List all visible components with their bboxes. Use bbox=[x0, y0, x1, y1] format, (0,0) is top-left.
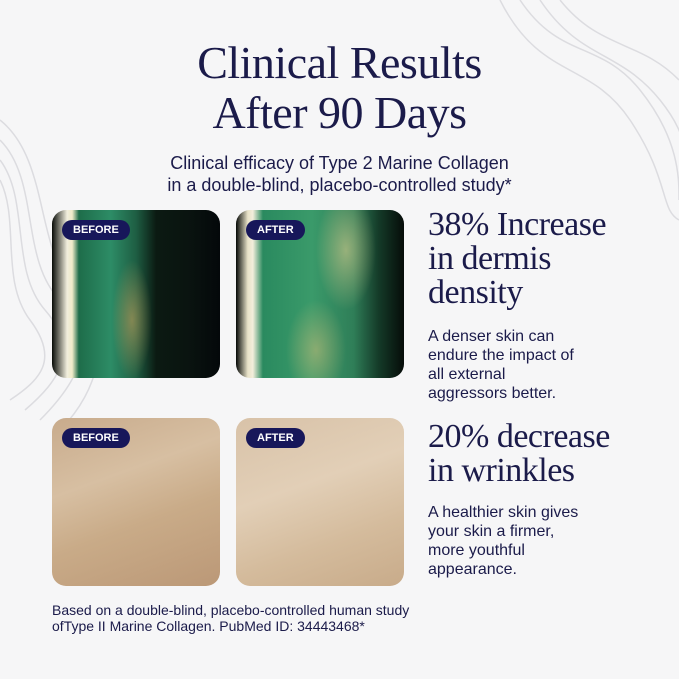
before-badge: BEFORE bbox=[62, 220, 130, 240]
footnote: Based on a double-blind, placebo-control… bbox=[52, 602, 409, 634]
after-badge: AFTER bbox=[246, 220, 305, 240]
description-line: A denser skin can bbox=[428, 328, 555, 345]
headline-line: density bbox=[428, 274, 523, 311]
footnote-line: ofType II Marine Collagen. PubMed ID: 34… bbox=[52, 618, 365, 634]
result-description-dermis: A denser skin can endure the impact of a… bbox=[428, 327, 574, 403]
before-badge: BEFORE bbox=[62, 428, 130, 448]
title-line: Clinical Results bbox=[197, 37, 482, 88]
footnote-line: Based on a double-blind, placebo-control… bbox=[52, 602, 410, 618]
wrinkles-before-image: BEFORE bbox=[52, 418, 220, 586]
subtitle-line: Clinical efficacy of Type 2 Marine Colla… bbox=[170, 153, 509, 173]
description-line: aggressors better. bbox=[428, 385, 557, 402]
subtitle: Clinical efficacy of Type 2 Marine Colla… bbox=[0, 152, 679, 196]
description-line: appearance. bbox=[428, 561, 517, 578]
headline-line: in dermis bbox=[428, 240, 551, 277]
result-headline-wrinkles: 20% decrease in wrinkles bbox=[428, 420, 610, 488]
subtitle-line: in a double-blind, placebo-controlled st… bbox=[167, 175, 512, 195]
description-line: A healthier skin gives bbox=[428, 504, 579, 521]
dermis-before-image: BEFORE bbox=[52, 210, 220, 378]
wrinkles-after-image: AFTER bbox=[236, 418, 404, 586]
dermis-after-image: AFTER bbox=[236, 210, 404, 378]
description-line: your skin a firmer, bbox=[428, 523, 555, 540]
after-badge: AFTER bbox=[246, 428, 305, 448]
headline-line: 20% decrease bbox=[428, 418, 610, 455]
description-line: endure the impact of bbox=[428, 347, 574, 364]
result-headline-dermis: 38% Increase in dermis density bbox=[428, 206, 607, 311]
description-line: more youthful bbox=[428, 542, 525, 559]
headline-line: in wrinkles bbox=[428, 452, 575, 489]
headline-line: 38% Increase bbox=[428, 206, 607, 243]
description-line: all external bbox=[428, 366, 506, 383]
result-description-wrinkles: A healthier skin gives your skin a firme… bbox=[428, 503, 578, 579]
page-title: Clinical Results After 90 Days bbox=[0, 38, 679, 138]
title-line: After 90 Days bbox=[212, 87, 467, 138]
